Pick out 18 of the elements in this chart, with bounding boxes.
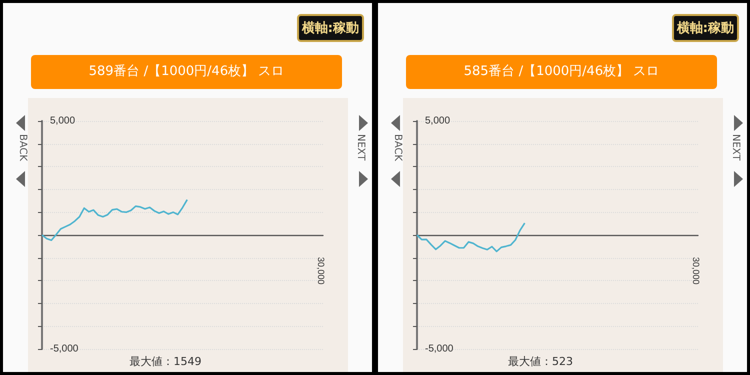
chart-title: 589番台 /【1000円/46枚】 スロ: [31, 55, 342, 89]
line-series: [41, 198, 188, 242]
text: 最大値：1549: [128, 354, 202, 369]
chart-title: 585番台 /【1000円/46枚】 スロ: [406, 55, 717, 89]
text: BACK: [392, 134, 403, 162]
text: BACK: [17, 134, 28, 162]
text: NEXT: [355, 134, 366, 161]
text: NEXT: [730, 134, 741, 161]
annotation: 30,000: [691, 257, 701, 285]
text: 横軸:稼動: [672, 14, 739, 42]
text: 最大値：523: [507, 354, 574, 369]
annotation: 30,000: [316, 257, 326, 285]
y-tick-label: 5,000: [50, 116, 76, 126]
y-tick-label: -5,000: [50, 344, 79, 354]
line-series: [416, 222, 526, 252]
y-tick-label: 5,000: [425, 116, 450, 126]
y-tick-label: -5,000: [425, 344, 454, 354]
text: 横軸:稼動: [296, 14, 364, 42]
